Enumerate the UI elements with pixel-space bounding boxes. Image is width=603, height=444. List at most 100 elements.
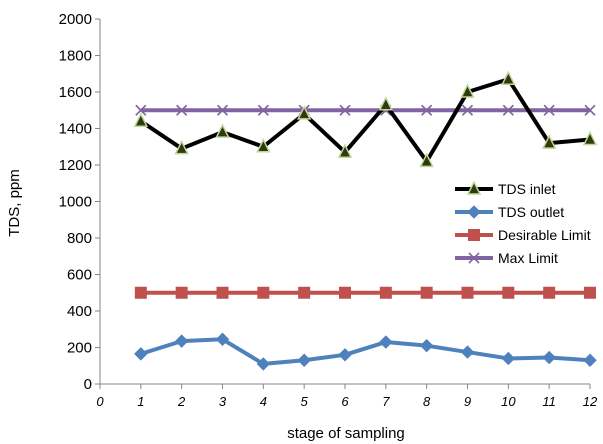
x-tick-label: 2 [177,394,186,409]
data-point-tds-inlet [133,112,149,127]
data-point-tds-outlet [134,347,148,361]
x-tick-label: 11 [542,394,556,409]
legend-swatch-marker [467,205,481,219]
data-point-tds-outlet [297,353,311,367]
y-tick-label: 1600 [59,84,92,101]
data-point-max-limit [339,104,351,116]
y-axis-title: TDS, ppm [6,169,23,237]
data-point-tds-inlet [337,143,353,158]
legend-label: Max Limit [498,250,558,266]
data-point-tds-outlet [501,351,516,366]
data-point-max-limit [421,104,433,116]
legend-label: Desirable Limit [498,227,591,243]
y-tick-label: 600 [67,267,92,284]
series-line-tds-outlet [140,337,591,366]
legend-label: TDS outlet [498,204,564,220]
x-marker-stroke [339,104,351,116]
y-tick-label: 0 [84,376,92,393]
data-point-tds-outlet [215,332,230,346]
data-point-tds-outlet [460,345,475,359]
data-point-max-limit [461,104,474,116]
x-tick-label: 0 [96,394,104,409]
x-marker-stroke [176,104,188,116]
x-marker-stroke [257,104,269,116]
y-tick-label: 1200 [59,157,92,174]
y-tick-label: 800 [67,230,92,247]
data-point-tds-outlet [583,353,597,367]
data-point-desirable-limit [175,286,188,299]
data-point-desirable-limit [543,286,556,299]
data-point-desirable-limit [379,286,392,299]
x-tick-label: 10 [501,394,516,409]
legend: TDS inlet TDS outlet Desirable Limit Max Li… [455,180,591,266]
legend-label: TDS inlet [498,181,556,197]
legend-item-tds-outlet: TDS outlet [455,204,564,220]
x-tick-label: 1 [137,394,144,409]
data-point-desirable-limit [420,286,433,299]
data-point-tds-inlet [582,130,598,146]
x-marker-stroke [461,104,474,116]
y-tick-label: 2000 [59,11,92,28]
x-tick-label: 5 [301,394,309,409]
data-point-tds-inlet [174,139,189,155]
data-point-desirable-limit [461,286,474,299]
y-tick-label: 1000 [59,194,92,211]
x-tick-label: 3 [219,394,227,409]
data-point-tds-inlet [419,152,434,168]
legend-item-desirable-limit: Desirable Limit [455,227,591,243]
data-point-desirable-limit [257,286,270,299]
series-desirable-limit [134,286,596,299]
data-point-desirable-limit [502,286,515,299]
x-marker-stroke [584,104,596,116]
x-tick-label: 8 [423,394,431,409]
x-axis-title: stage of sampling [287,425,405,442]
data-point-max-limit [216,104,229,116]
legend-item-max-limit: Max Limit [455,250,558,266]
data-point-max-limit [176,104,188,116]
data-point-tds-outlet [174,334,189,348]
data-point-max-limit [502,104,514,116]
series-max-limit [135,104,596,116]
series-tds-outlet [134,332,597,371]
data-point-tds-inlet [460,83,475,98]
y-tick-label: 400 [67,303,92,320]
x-tick-label: 9 [464,394,471,409]
series-group [133,70,598,371]
x-tick-label: 12 [583,394,598,409]
x-marker-stroke [468,252,480,264]
data-point-max-limit [257,104,269,116]
data-point-max-limit [543,104,555,116]
data-point-tds-outlet [379,335,393,349]
x-marker-stroke [421,104,433,116]
data-point-tds-outlet [419,338,434,353]
data-point-max-limit [135,104,147,116]
data-point-tds-outlet [542,350,556,365]
data-point-tds-outlet [256,357,271,371]
x-marker-stroke [135,104,147,116]
legend-swatch-marker [468,252,480,264]
data-point-tds-inlet [501,70,516,85]
data-point-desirable-limit [584,286,596,299]
legend-item-tds-inlet: TDS inlet [455,180,556,197]
x-tick-label: 6 [341,394,349,409]
x-marker-stroke [502,104,514,116]
x-tick-label: 4 [260,394,267,409]
data-point-desirable-limit [298,286,311,299]
data-point-tds-inlet [296,105,312,120]
data-point-desirable-limit [216,286,229,299]
data-point-tds-inlet [215,123,230,138]
y-tick-label: 200 [67,340,92,357]
data-point-desirable-limit [339,286,351,299]
data-point-tds-inlet [256,138,271,153]
data-point-tds-outlet [338,348,352,362]
y-tick-label: 1800 [59,48,92,65]
x-marker-stroke [543,104,555,116]
data-point-tds-inlet [541,134,557,149]
x-marker-stroke [216,104,229,116]
legend-swatch-marker [468,229,480,241]
data-point-tds-inlet [378,96,394,111]
series-line-tds-inlet [139,77,591,164]
